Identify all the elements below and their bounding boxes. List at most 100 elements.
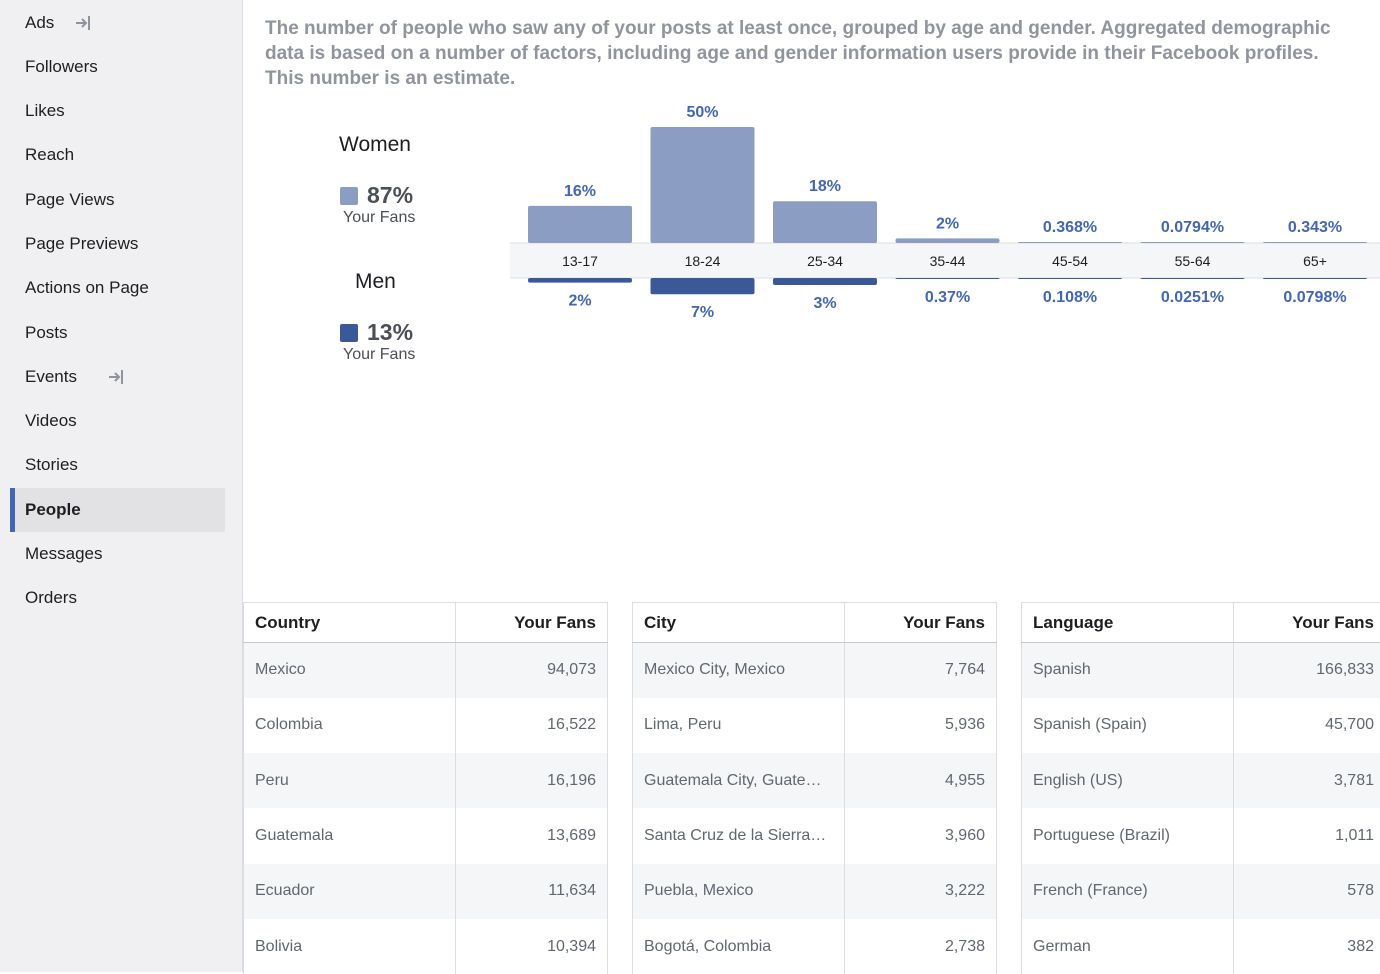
sidebar-item-label: Page Previews (25, 234, 138, 254)
table-row: Spanish (Spain)45,700 (1022, 698, 1380, 753)
men-bar-13-17[interactable] (528, 278, 632, 283)
sidebar-item-label: Actions on Page (25, 278, 149, 298)
women-bar-55-64[interactable] (1141, 242, 1245, 243)
sidebar-item-reach[interactable]: Reach (10, 133, 225, 177)
women-bar-18-24[interactable] (651, 127, 755, 243)
sidebar-item-followers[interactable]: Followers (10, 45, 225, 89)
sidebar-item-page-views[interactable]: Page Views (10, 178, 225, 222)
row-value: 13,689 (456, 808, 608, 863)
women-pct-row: 87% (340, 182, 413, 209)
sidebar-item-likes[interactable]: Likes (10, 89, 225, 133)
main-content: The number of people who saw any of your… (243, 0, 1380, 972)
row-name: Spanish (1022, 643, 1234, 698)
row-name: Portuguese (Brazil) (1022, 808, 1234, 863)
row-value: 45,700 (1233, 698, 1380, 753)
women-value-label: 50% (686, 104, 718, 121)
city-header[interactable]: City (633, 603, 845, 643)
age-tick-label: 65+ (1303, 253, 1327, 269)
sidebar-item-messages[interactable]: Messages (10, 532, 225, 576)
language-header[interactable]: Language (1022, 603, 1234, 643)
sidebar-item-people[interactable]: People (10, 488, 225, 532)
women-sub: Your Fans (343, 209, 415, 227)
age-tick-label: 45-54 (1052, 253, 1088, 269)
women-bar-25-34[interactable] (773, 201, 877, 243)
women-value-label: 16% (564, 183, 596, 200)
row-name: Mexico City, Mexico (633, 643, 845, 698)
women-pct: 87% (367, 182, 413, 209)
women-bar-13-17[interactable] (528, 206, 632, 243)
men-bar-45-54[interactable] (1018, 278, 1122, 279)
men-value-label: 2% (568, 293, 591, 310)
men-value-label: 7% (691, 304, 714, 321)
sidebar-item-posts[interactable]: Posts (10, 311, 225, 355)
country-fans-header[interactable]: Your Fans (456, 603, 608, 643)
sidebar-item-label: Stories (25, 455, 78, 475)
table-row: Portuguese (Brazil)1,011 (1022, 808, 1380, 863)
men-bar-35-44[interactable] (896, 278, 1000, 279)
row-value: 578 (1233, 864, 1380, 919)
row-name: Guatemala City, Guate… (633, 753, 845, 808)
women-bar-35-44[interactable] (896, 238, 1000, 243)
row-name: Santa Cruz de la Sierra… (633, 808, 845, 863)
men-bar-18-24[interactable] (651, 278, 755, 294)
women-value-label: 2% (936, 215, 959, 232)
sidebar-item-ads[interactable]: Ads (10, 1, 225, 45)
city-fans-header[interactable]: Your Fans (845, 603, 997, 643)
row-value: 166,833 (1233, 643, 1380, 698)
country-header[interactable]: Country (244, 603, 456, 643)
women-bar-65+[interactable] (1263, 242, 1367, 243)
sidebar-item-actions-on-page[interactable]: Actions on Page (10, 266, 225, 310)
age-tick-label: 35-44 (930, 253, 966, 269)
women-swatch (340, 187, 358, 205)
sidebar-item-videos[interactable]: Videos (10, 399, 225, 443)
men-pct-row: 13% (340, 319, 413, 346)
women-title: Women (339, 133, 411, 157)
row-value: 10,394 (456, 919, 608, 974)
sidebar-item-label: Page Views (25, 190, 114, 210)
sidebar-item-label: Ads (25, 13, 54, 33)
row-name: French (France) (1022, 864, 1234, 919)
men-bar-65+[interactable] (1263, 278, 1367, 279)
sidebar-item-page-previews[interactable]: Page Previews (10, 222, 225, 266)
age-tick-label: 18-24 (685, 253, 721, 269)
sidebar-item-label: Reach (25, 145, 74, 165)
language-fans-header[interactable]: Your Fans (1233, 603, 1380, 643)
men-value-label: 3% (813, 295, 836, 312)
men-bar-25-34[interactable] (773, 278, 877, 285)
row-value: 1,011 (1233, 808, 1380, 863)
women-bar-45-54[interactable] (1018, 242, 1122, 243)
sidebar-item-events[interactable]: Events (10, 355, 225, 399)
sidebar-item-label: Likes (25, 101, 65, 121)
row-value: 3,960 (845, 808, 997, 863)
age-tick-label: 55-64 (1175, 253, 1211, 269)
sidebar-item-label: Messages (25, 544, 102, 564)
sidebar-item-label: Orders (25, 588, 77, 608)
men-bar-55-64[interactable] (1141, 278, 1245, 279)
men-title: Men (355, 270, 396, 294)
sidebar-item-orders[interactable]: Orders (10, 576, 225, 620)
sidebar-item-stories[interactable]: Stories (10, 443, 225, 487)
men-pct: 13% (367, 319, 413, 346)
age-tick-label: 25-34 (807, 253, 843, 269)
row-name: Colombia (244, 698, 456, 753)
women-value-label: 0.0794% (1161, 219, 1224, 236)
row-value: 4,955 (845, 753, 997, 808)
row-value: 2,738 (845, 919, 997, 974)
row-value: 16,522 (456, 698, 608, 753)
row-value: 5,936 (845, 698, 997, 753)
table-row: Guatemala City, Guate…4,955 (633, 753, 997, 808)
sidebar-item-label: Posts (25, 323, 68, 343)
row-value: 16,196 (456, 753, 608, 808)
row-value: 382 (1233, 919, 1380, 974)
row-value: 7,764 (845, 643, 997, 698)
table-row: English (US)3,781 (1022, 753, 1380, 808)
men-value-label: 0.37% (925, 289, 970, 306)
